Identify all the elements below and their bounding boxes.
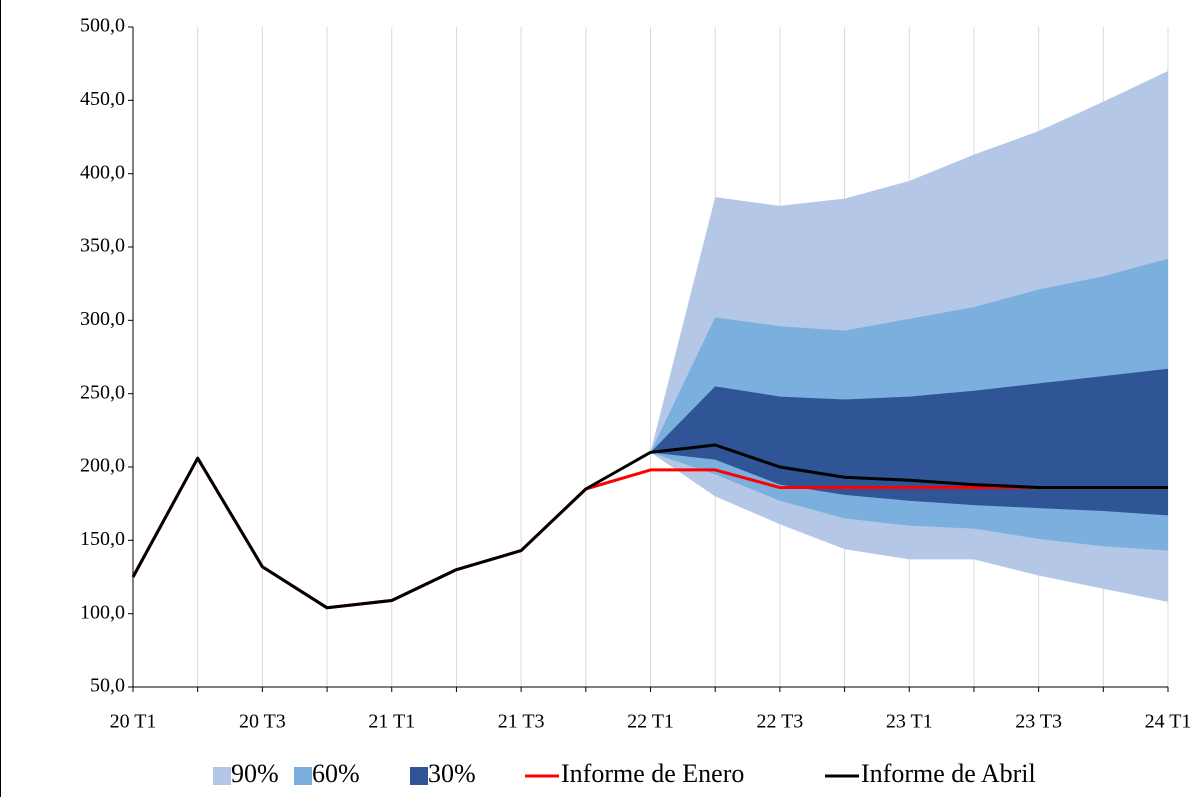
- y-tick-label: 450,0: [80, 88, 125, 110]
- x-tick-label: 23 T3: [1015, 711, 1062, 733]
- legend-label: Informe de Abril: [861, 759, 1036, 788]
- y-tick-label: 50,0: [90, 675, 125, 697]
- y-tick-label: 300,0: [80, 308, 125, 330]
- x-tick-label: 22 T1: [627, 711, 674, 733]
- x-tick-label: 24 T1: [1145, 711, 1192, 733]
- line: [131, 443, 1168, 610]
- legend-label: 90%: [231, 759, 279, 788]
- legend-swatch: [294, 767, 312, 785]
- fan-band: [650, 368, 1168, 516]
- y-tick-label: 500,0: [80, 15, 125, 37]
- x-tick-label: 20 T1: [110, 711, 157, 733]
- x-tick-label: 21 T1: [368, 711, 415, 733]
- legend-swatch: [213, 767, 231, 785]
- legend-swatch: [410, 767, 428, 785]
- x-tick-label: 23 T1: [886, 711, 933, 733]
- y-tick-label: 100,0: [80, 601, 125, 623]
- x-tick-label: 22 T3: [756, 711, 803, 733]
- y-tick-label: 350,0: [80, 235, 125, 257]
- legend-label: Informe de Enero: [561, 759, 744, 788]
- y-tick-label: 150,0: [80, 528, 125, 550]
- legend-label: 60%: [312, 759, 360, 788]
- legend-label: 30%: [428, 759, 476, 788]
- y-tick-label: 400,0: [80, 161, 125, 183]
- x-tick-label: 20 T3: [239, 711, 286, 733]
- y-tick-label: 250,0: [80, 381, 125, 403]
- x-tick-label: 21 T3: [498, 711, 545, 733]
- y-tick-label: 200,0: [80, 455, 125, 477]
